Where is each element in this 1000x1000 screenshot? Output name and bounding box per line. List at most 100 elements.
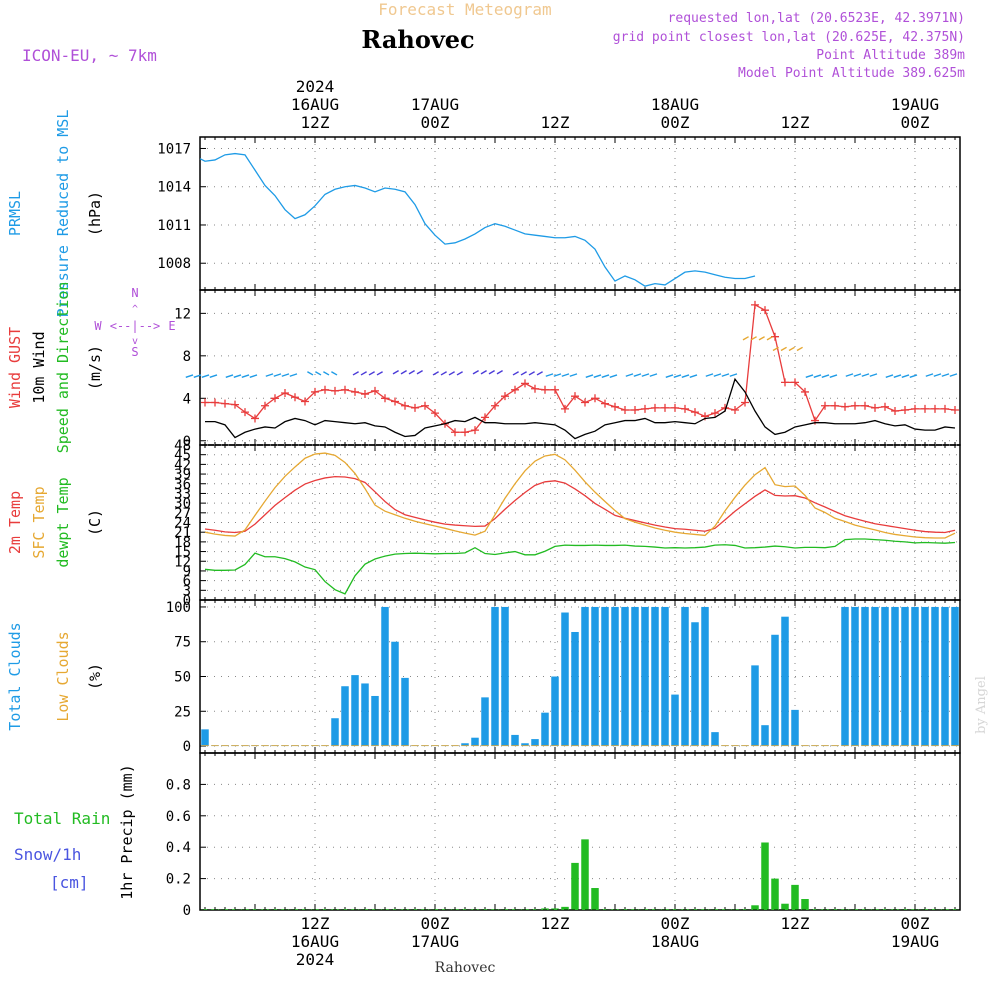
gust-point-marker bbox=[581, 398, 589, 407]
low-cloud-bar bbox=[501, 745, 509, 747]
gust-point-marker bbox=[861, 401, 869, 410]
gust-point-marker bbox=[761, 306, 769, 315]
wind-direction-arrow bbox=[788, 346, 795, 352]
wind-direction-arrow bbox=[949, 373, 958, 377]
low-cloud-bar bbox=[221, 745, 229, 747]
wind-direction-arrow bbox=[869, 373, 878, 377]
wind-direction-arrow bbox=[805, 374, 814, 378]
precip-bar bbox=[761, 842, 769, 910]
wind-direction-arrow bbox=[472, 370, 479, 375]
bottom-time-label: 18AUG bbox=[651, 932, 699, 951]
top-time-label: 19AUG bbox=[891, 95, 939, 114]
gust-point-marker bbox=[571, 392, 579, 401]
low-cloud-bar bbox=[231, 745, 239, 747]
low-cloud-bar bbox=[841, 745, 849, 747]
panel-label: (C) bbox=[86, 509, 104, 536]
y-tick-label: 45 bbox=[174, 448, 191, 464]
panel-frame-precip bbox=[199, 752, 961, 911]
low-cloud-bar bbox=[211, 745, 219, 747]
low-cloud-bar bbox=[671, 745, 679, 747]
low-cloud-bar bbox=[951, 745, 959, 747]
gust-point-marker bbox=[311, 387, 319, 396]
precip-bar bbox=[271, 909, 279, 910]
total-cloud-bar bbox=[851, 606, 859, 747]
low-cloud-bar bbox=[891, 745, 899, 747]
total-cloud-bar bbox=[911, 606, 919, 747]
panel-label: Wind GUST bbox=[6, 327, 24, 408]
wind-direction-arrow bbox=[681, 374, 690, 378]
bottom-time-label: 00Z bbox=[661, 914, 690, 933]
wind-direction-arrow bbox=[750, 336, 757, 341]
wind-direction-arrow bbox=[249, 374, 258, 378]
low-cloud-bar bbox=[691, 745, 699, 747]
top-time-label: 16AUG bbox=[291, 95, 339, 114]
total-cloud-bar bbox=[901, 606, 909, 747]
precip-bar bbox=[391, 909, 399, 910]
total-cloud-bar bbox=[561, 612, 569, 747]
top-time-label: 12Z bbox=[301, 113, 330, 132]
wind-direction-arrow bbox=[512, 371, 519, 376]
wind-direction-arrow bbox=[893, 374, 902, 378]
low-cloud-bar bbox=[451, 745, 459, 747]
low-cloud-bar bbox=[881, 745, 889, 747]
gridpoint-coords: grid point closest lon,lat (20.625E, 42.… bbox=[613, 30, 965, 45]
compass-north: N bbox=[131, 286, 138, 300]
low-cloud-bar bbox=[371, 745, 379, 747]
total-cloud-bar bbox=[681, 606, 689, 747]
low-cloud-bar bbox=[271, 745, 279, 747]
precip-bar bbox=[811, 909, 819, 910]
wind-direction-arrow bbox=[448, 371, 455, 376]
y-tick-label: 30 bbox=[174, 496, 191, 512]
wind-direction-arrow bbox=[209, 374, 218, 378]
y-tick-label: 39 bbox=[174, 467, 191, 483]
wind-direction-arrow bbox=[289, 373, 298, 377]
precip-bar bbox=[571, 862, 579, 910]
total-cloud-bar bbox=[501, 606, 509, 747]
total-cloud-bar bbox=[361, 683, 369, 747]
total-cloud-bar bbox=[791, 709, 799, 747]
wind-direction-arrow bbox=[689, 374, 698, 378]
panel-label: 2m Temp bbox=[6, 491, 24, 554]
precip-bar bbox=[831, 909, 839, 910]
gust-point-marker bbox=[501, 392, 509, 401]
wind-direction-arrow bbox=[553, 373, 562, 377]
y-tick-label: 75 bbox=[174, 635, 191, 651]
gust-point-marker bbox=[941, 404, 949, 413]
wind-direction-arrow bbox=[845, 373, 854, 377]
bottom-time-label: 00Z bbox=[421, 914, 450, 933]
total-cloud-bar bbox=[461, 743, 469, 747]
y-tick-label: 1014 bbox=[157, 180, 191, 196]
low-cloud-bar bbox=[201, 745, 209, 747]
gust-point-marker bbox=[291, 393, 299, 402]
total-cloud-bar bbox=[551, 676, 559, 747]
total-cloud-bar bbox=[401, 677, 409, 747]
gust-point-marker bbox=[201, 398, 209, 407]
model-label: ICON-EU, ~ 7km bbox=[22, 46, 157, 65]
low-cloud-bar bbox=[411, 745, 419, 747]
wind-direction-arrow bbox=[641, 373, 650, 377]
low-cloud-bar bbox=[651, 745, 659, 747]
precip-bar bbox=[541, 908, 549, 910]
gust-point-marker bbox=[511, 385, 519, 394]
total-cloud-bar bbox=[601, 606, 609, 747]
precip-bar bbox=[341, 909, 349, 910]
precip-unit-label: [cm] bbox=[50, 873, 89, 892]
low-cloud-bar bbox=[461, 745, 469, 747]
wind-direction-arrow bbox=[593, 374, 602, 378]
gust-point-marker bbox=[901, 405, 909, 414]
wind-direction-arrow bbox=[376, 371, 383, 376]
gust-point-marker bbox=[391, 397, 399, 406]
gust-point-marker bbox=[531, 384, 539, 393]
bottom-time-label: 12Z bbox=[781, 914, 810, 933]
gust-point-marker bbox=[361, 390, 369, 399]
precip-bar bbox=[551, 908, 559, 910]
total-cloud-bar bbox=[531, 739, 539, 747]
wind-direction-arrow bbox=[585, 374, 594, 378]
low-cloud-bar bbox=[551, 745, 559, 747]
panel-label: Speed and Direction bbox=[54, 282, 72, 454]
wind-direction-arrow bbox=[307, 371, 314, 376]
precip-bar bbox=[531, 909, 539, 910]
y-tick-label: 9 bbox=[183, 564, 191, 580]
wind-direction-arrow bbox=[649, 373, 658, 377]
bottom-time-label: 00Z bbox=[901, 914, 930, 933]
